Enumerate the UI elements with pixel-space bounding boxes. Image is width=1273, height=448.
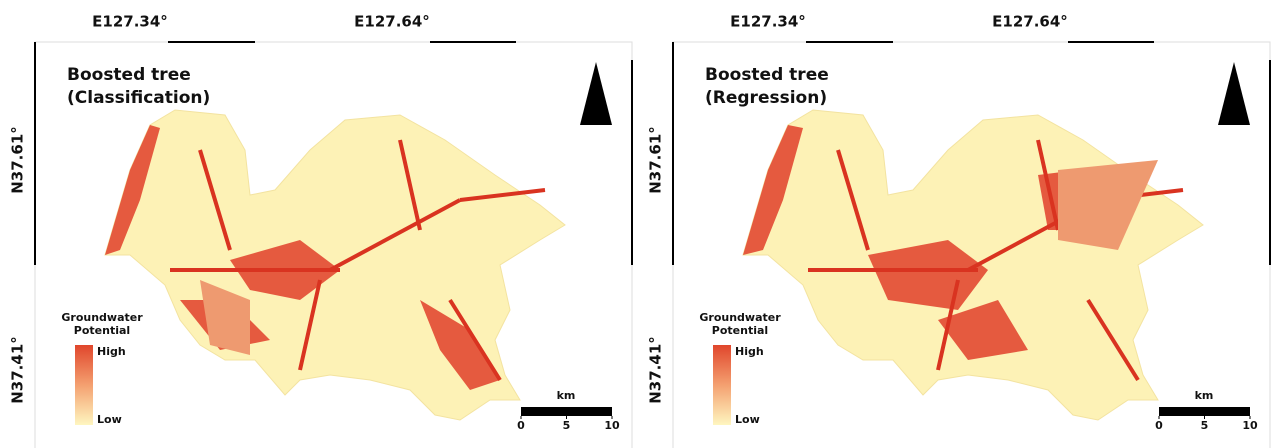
longitude-label: E127.64° [992,13,1068,31]
legend-low: Low [735,413,760,426]
scale-bar [521,407,612,416]
scale-unit: km [557,389,576,402]
longitude-label: E127.34° [92,13,168,31]
map-title: (Regression) [705,88,827,108]
scale-bar [1159,407,1250,416]
legend-title: Potential [74,324,130,337]
scale-tick-label: 5 [563,419,571,432]
north-arrow [1218,62,1250,125]
scale-tick-label: 10 [1242,419,1258,432]
scale-tick-label: 0 [1155,419,1163,432]
map-title: Boosted tree [67,65,191,85]
legend-title: Potential [712,324,768,337]
scale-tick-label: 0 [517,419,525,432]
legend-title: Groundwater [61,311,143,324]
map-title: Boosted tree [705,65,829,85]
scale-tick-label: 10 [604,419,620,432]
latitude-label: N37.41° [647,336,665,404]
map-title: (Classification) [67,88,210,108]
longitude-label: E127.64° [354,13,430,31]
scale-tick-label: 5 [1201,419,1209,432]
longitude-label: E127.34° [730,13,806,31]
legend-gradient [75,345,93,425]
legend-gradient [713,345,731,425]
latitude-label: N37.61° [647,126,665,194]
north-arrow [580,62,612,125]
map-panel: E127.34° E127.64° N37.61° N37.41° Boosted tr… [9,13,633,448]
legend-title: Groundwater [699,311,781,324]
legend-high: High [735,345,764,358]
latitude-label: N37.41° [9,336,27,404]
map-panel: E127.34° E127.64° N37.61° N37.41° Boosted tr… [647,13,1271,448]
legend-low: Low [97,413,122,426]
legend-high: High [97,345,126,358]
figure: E127.34° E127.64° N37.61° N37.41° Boosted tr… [0,0,1273,448]
scale-unit: km [1195,389,1214,402]
latitude-label: N37.61° [9,126,27,194]
